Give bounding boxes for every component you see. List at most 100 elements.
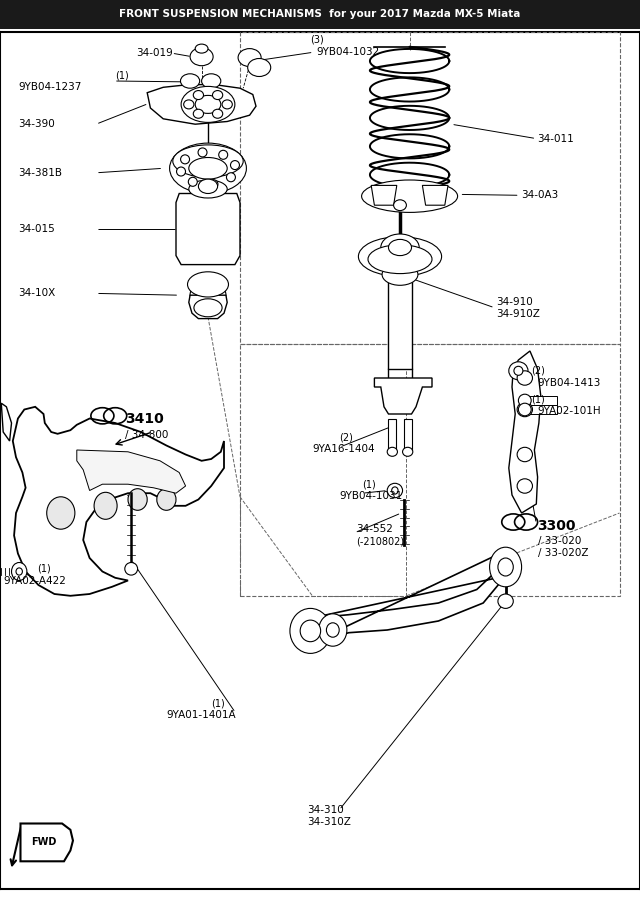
- Ellipse shape: [189, 180, 227, 198]
- Ellipse shape: [173, 145, 243, 177]
- Ellipse shape: [517, 371, 532, 385]
- Ellipse shape: [394, 200, 406, 211]
- Ellipse shape: [362, 180, 458, 212]
- Text: (1): (1): [531, 394, 545, 405]
- Ellipse shape: [128, 489, 147, 510]
- Text: 9YA01-1401A: 9YA01-1401A: [166, 710, 236, 721]
- Polygon shape: [374, 378, 432, 414]
- Ellipse shape: [514, 366, 523, 375]
- Bar: [240, 344, 620, 596]
- Ellipse shape: [180, 155, 189, 164]
- Ellipse shape: [300, 620, 321, 642]
- Polygon shape: [509, 351, 541, 513]
- Ellipse shape: [47, 497, 75, 529]
- Polygon shape: [388, 254, 412, 369]
- Ellipse shape: [387, 447, 397, 456]
- Ellipse shape: [290, 608, 331, 653]
- Text: 34-390: 34-390: [18, 119, 54, 130]
- Text: 34-310Z: 34-310Z: [307, 816, 351, 827]
- Ellipse shape: [195, 44, 208, 53]
- Ellipse shape: [188, 177, 197, 186]
- Ellipse shape: [518, 403, 531, 416]
- Ellipse shape: [212, 109, 223, 118]
- Polygon shape: [13, 407, 224, 596]
- Text: 9YB04-1031: 9YB04-1031: [339, 491, 403, 501]
- Ellipse shape: [227, 173, 236, 182]
- Text: 3410: 3410: [125, 412, 164, 427]
- Ellipse shape: [498, 594, 513, 608]
- Ellipse shape: [388, 239, 412, 256]
- Ellipse shape: [189, 158, 227, 179]
- Ellipse shape: [518, 394, 531, 407]
- Text: / 33-020: / 33-020: [538, 536, 581, 546]
- Text: 34-910Z: 34-910Z: [496, 309, 540, 320]
- Ellipse shape: [94, 492, 117, 519]
- Text: 9YB04-1237: 9YB04-1237: [18, 82, 81, 93]
- Polygon shape: [528, 396, 557, 405]
- Polygon shape: [147, 85, 256, 124]
- Polygon shape: [189, 295, 227, 319]
- Polygon shape: [1, 403, 12, 441]
- Ellipse shape: [238, 49, 261, 67]
- Ellipse shape: [157, 489, 176, 510]
- Ellipse shape: [319, 614, 347, 646]
- Ellipse shape: [125, 562, 138, 575]
- Ellipse shape: [190, 279, 226, 311]
- Ellipse shape: [509, 362, 528, 380]
- Text: (1): (1): [115, 70, 129, 81]
- Ellipse shape: [219, 150, 228, 159]
- Ellipse shape: [198, 148, 207, 157]
- Text: 9YA16-1404: 9YA16-1404: [312, 444, 375, 454]
- Polygon shape: [20, 824, 73, 861]
- Ellipse shape: [358, 237, 442, 276]
- Ellipse shape: [181, 86, 235, 122]
- Ellipse shape: [517, 402, 532, 417]
- Text: FRONT SUSPENSION MECHANISMS  for your 2017 Mazda MX-5 Miata: FRONT SUSPENSION MECHANISMS for your 201…: [119, 9, 521, 20]
- Text: (2): (2): [339, 432, 353, 443]
- Ellipse shape: [326, 623, 339, 637]
- Ellipse shape: [209, 180, 218, 189]
- Text: 34-019: 34-019: [136, 48, 173, 58]
- Text: 9YA02-A422: 9YA02-A422: [3, 575, 66, 586]
- Text: 34-310: 34-310: [307, 805, 344, 815]
- Ellipse shape: [16, 568, 22, 575]
- Polygon shape: [371, 185, 397, 205]
- Text: (1): (1): [211, 698, 225, 709]
- Ellipse shape: [248, 58, 271, 76]
- Text: 9YB04-1032: 9YB04-1032: [317, 47, 380, 58]
- Text: / 34-800: / 34-800: [125, 429, 168, 440]
- Ellipse shape: [194, 299, 222, 317]
- Ellipse shape: [180, 74, 200, 88]
- Text: 9YA02-101H: 9YA02-101H: [538, 406, 601, 417]
- Text: 34-552: 34-552: [356, 524, 393, 535]
- Ellipse shape: [193, 91, 204, 100]
- Polygon shape: [388, 418, 396, 450]
- Ellipse shape: [490, 547, 522, 587]
- Ellipse shape: [188, 272, 228, 297]
- Ellipse shape: [202, 74, 221, 88]
- Bar: [0, 0, 640, 29]
- Ellipse shape: [517, 447, 532, 462]
- Polygon shape: [310, 551, 506, 644]
- Bar: [240, 32, 620, 344]
- Ellipse shape: [12, 562, 27, 580]
- Polygon shape: [528, 405, 557, 414]
- Ellipse shape: [387, 483, 403, 498]
- Ellipse shape: [190, 48, 213, 66]
- Text: (-210802): (-210802): [356, 536, 404, 547]
- Ellipse shape: [212, 91, 223, 100]
- Ellipse shape: [382, 264, 418, 285]
- Text: (1): (1): [37, 563, 51, 574]
- Polygon shape: [176, 194, 240, 265]
- Ellipse shape: [230, 160, 239, 169]
- Ellipse shape: [222, 100, 232, 109]
- Ellipse shape: [177, 167, 186, 176]
- Text: 34-10X: 34-10X: [18, 288, 55, 299]
- Text: 3300: 3300: [538, 518, 576, 533]
- Ellipse shape: [170, 143, 246, 194]
- Text: 34-011: 34-011: [538, 133, 574, 144]
- Text: 34-910: 34-910: [496, 297, 532, 308]
- Text: 34-381B: 34-381B: [18, 167, 62, 178]
- Text: (3): (3): [310, 34, 324, 45]
- Polygon shape: [404, 418, 412, 450]
